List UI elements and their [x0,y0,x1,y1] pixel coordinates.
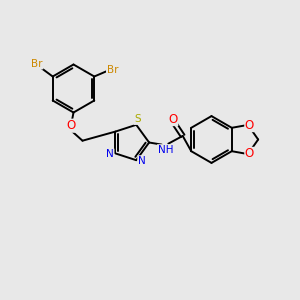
Text: N: N [138,156,146,166]
Text: Br: Br [32,59,43,69]
Text: Br: Br [106,64,118,75]
Text: O: O [245,147,254,161]
Text: N: N [106,149,114,159]
Text: O: O [245,118,254,132]
Text: O: O [67,119,76,132]
Text: O: O [169,112,178,126]
Text: NH: NH [158,145,173,155]
Text: S: S [134,114,141,124]
